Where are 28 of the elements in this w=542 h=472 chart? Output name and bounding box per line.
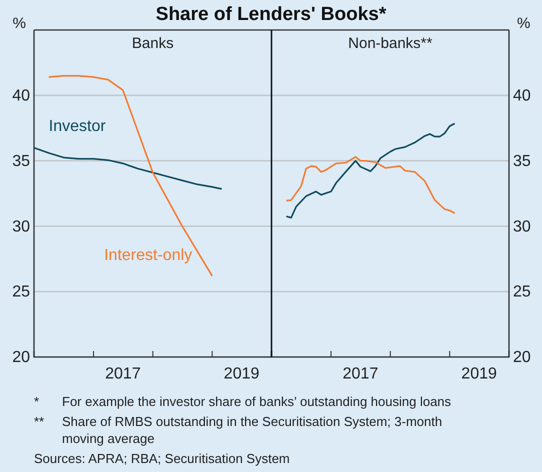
y-axis-title: % [12, 15, 26, 32]
x-tick-label: 2019 [461, 365, 497, 382]
line-series [48, 74, 213, 277]
series-label: Interest-only [104, 246, 192, 264]
x-tick-label: 2019 [224, 365, 260, 382]
y-tick-label: 25 [12, 284, 30, 301]
line-series [285, 122, 456, 218]
y-tick-label: 20 [513, 349, 531, 366]
source-note: Sources: APRA; RBA; Securitisation System [34, 451, 290, 466]
chart-title: Banks [132, 35, 174, 52]
y-tick-label: 40 [513, 88, 531, 105]
y-axis-title: % [517, 15, 530, 32]
y-tick-label: 25 [513, 284, 531, 301]
y-tick-label: 40 [12, 88, 30, 105]
y-tick-label: 30 [12, 218, 30, 236]
text: * For example the investor share of banks’ outstanding housing loans [34, 394, 452, 409]
text: Share of Lenders' Books* [156, 4, 387, 25]
line-series [285, 156, 456, 214]
y-tick-label: 30 [513, 218, 531, 236]
line-series [33, 146, 223, 190]
x-tick-label: 2017 [105, 365, 141, 382]
chart-title: Non-banks** [348, 35, 433, 52]
series-label: Investor [48, 118, 106, 135]
text: ** Share of RMBS outstanding in the Securitisation System; 3-month moving average [34, 414, 442, 446]
y-tick-label: 20 [12, 349, 30, 366]
x-tick-label: 2017 [342, 365, 378, 382]
y-tick-label: 35 [12, 152, 30, 170]
y-tick-label: 35 [513, 152, 531, 170]
